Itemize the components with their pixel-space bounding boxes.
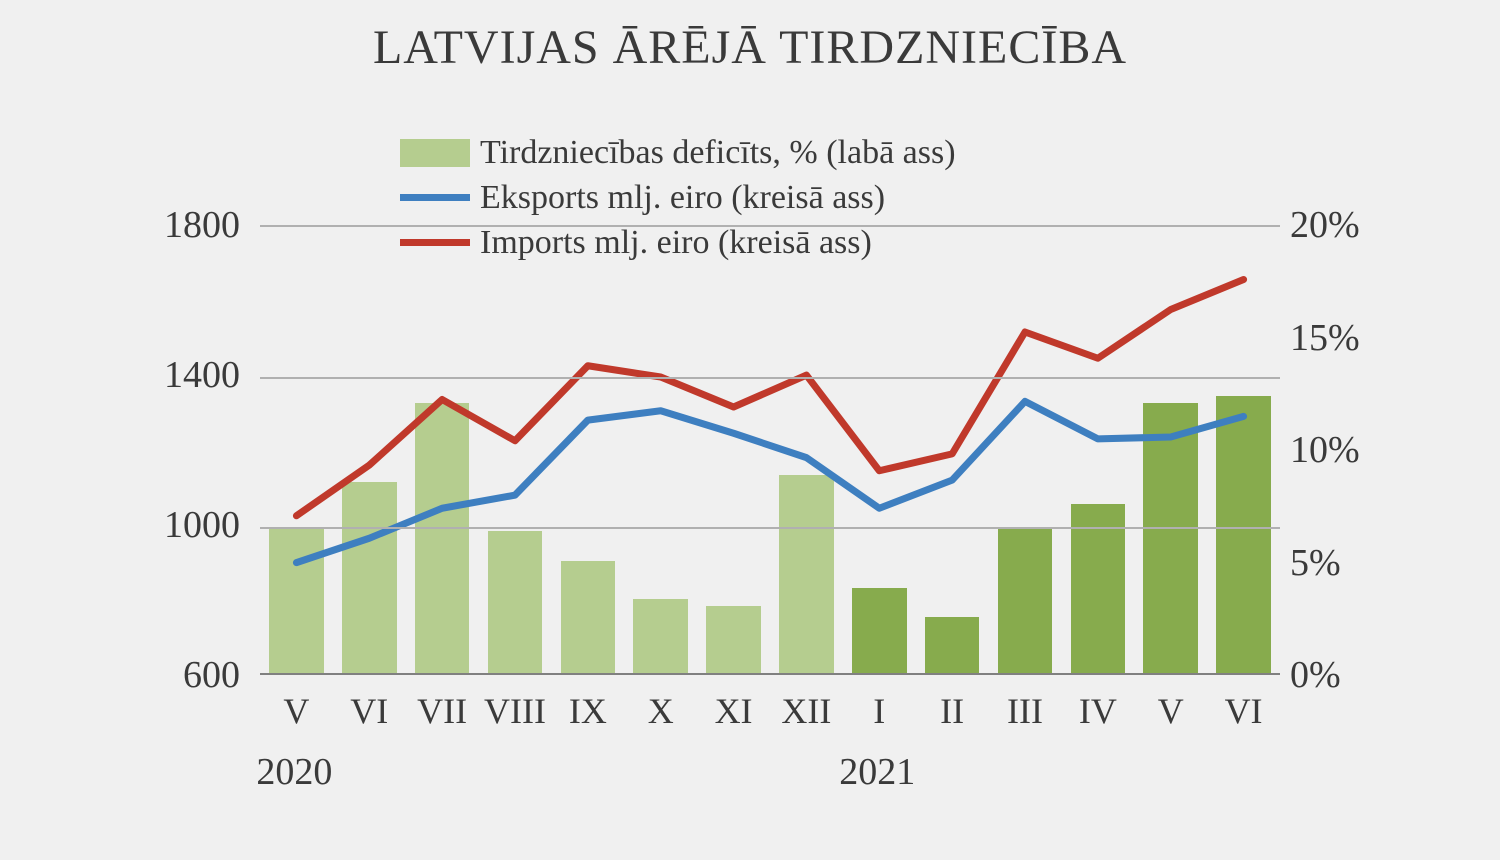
x-tick-label: III (1007, 690, 1043, 732)
x-tick-label: IV (1079, 690, 1117, 732)
x-tick-label: II (940, 690, 964, 732)
legend-item-deficit: Tirdzniecības deficīts, % (labā ass) (400, 130, 956, 175)
x-tick-label: I (873, 690, 885, 732)
y-right-tick-label: 0% (1290, 653, 1390, 697)
line-series-layer (260, 227, 1280, 677)
x-tick-label: XII (781, 690, 831, 732)
x-tick-label: V (283, 690, 309, 732)
y-left-tick-label: 1400 (140, 353, 240, 397)
line-series (296, 401, 1243, 562)
x-tick-label: V (1158, 690, 1184, 732)
x-tick-label: VI (350, 690, 388, 732)
year-label: 2021 (839, 750, 915, 794)
gridline (260, 527, 1280, 529)
legend-swatch-bar (400, 139, 470, 167)
x-tick-label: IX (569, 690, 607, 732)
x-tick-label: X (648, 690, 674, 732)
chart-title: LATVIJAS ĀRĒJĀ TIRDZNIECĪBA (0, 20, 1500, 75)
y-left-tick-label: 1800 (140, 203, 240, 247)
y-right-tick-label: 15% (1290, 316, 1390, 360)
plot-area (260, 225, 1280, 675)
x-tick-label: VIII (484, 690, 546, 732)
y-right-tick-label: 20% (1290, 203, 1390, 247)
line-series (296, 280, 1243, 516)
y-right-tick-label: 10% (1290, 428, 1390, 472)
y-left-tick-label: 1000 (140, 503, 240, 547)
y-left-tick-label: 600 (140, 653, 240, 697)
legend-item-exports: Eksports mlj. eiro (kreisā ass) (400, 175, 956, 220)
x-tick-label: VII (417, 690, 467, 732)
year-label: 2020 (256, 750, 332, 794)
x-tick-label: VI (1225, 690, 1263, 732)
legend-label: Tirdzniecības deficīts, % (labā ass) (480, 134, 956, 172)
legend-swatch-line (400, 194, 470, 201)
x-tick-label: XI (715, 690, 753, 732)
gridline (260, 377, 1280, 379)
legend-label: Eksports mlj. eiro (kreisā ass) (480, 179, 885, 217)
y-right-tick-label: 5% (1290, 541, 1390, 585)
